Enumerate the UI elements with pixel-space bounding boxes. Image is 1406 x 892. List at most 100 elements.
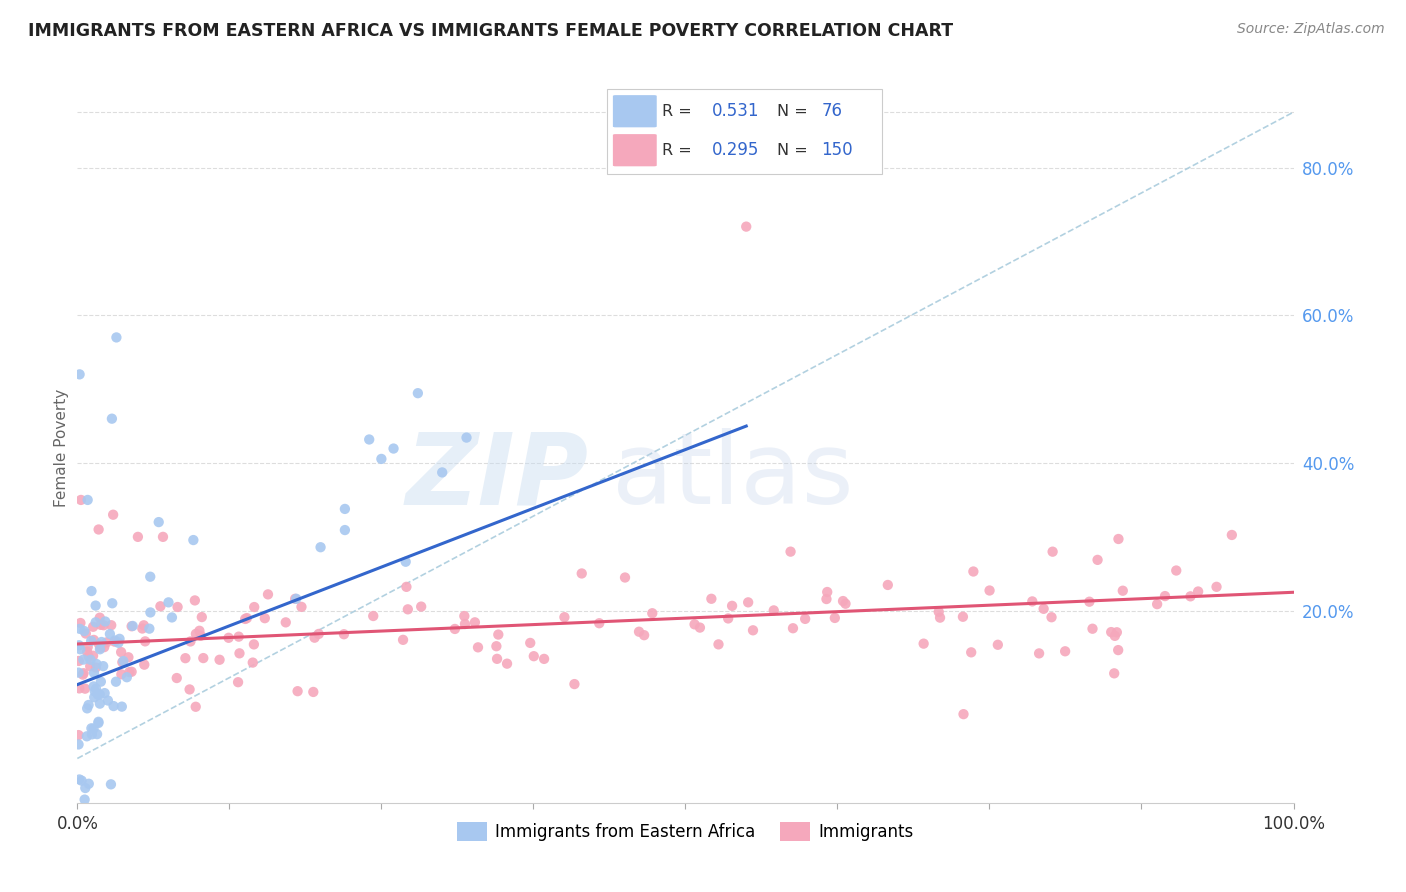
Point xyxy=(84,681,107,696)
Point xyxy=(1107,643,1129,657)
Point xyxy=(179,682,201,697)
Point xyxy=(735,219,758,234)
Point xyxy=(519,636,541,650)
Point xyxy=(815,592,838,607)
Point xyxy=(444,622,467,636)
Point xyxy=(76,645,98,659)
Point xyxy=(86,657,108,671)
Point xyxy=(721,599,744,613)
Point xyxy=(79,653,101,667)
Point xyxy=(84,599,107,613)
Point xyxy=(396,602,419,616)
Point xyxy=(979,583,1001,598)
Point xyxy=(77,777,100,791)
Point xyxy=(834,597,856,611)
Point xyxy=(395,580,418,594)
Point xyxy=(84,615,107,630)
Point xyxy=(464,615,486,630)
Point xyxy=(952,609,974,624)
Point xyxy=(430,466,453,480)
Point xyxy=(67,654,90,668)
Point xyxy=(93,686,115,700)
FancyBboxPatch shape xyxy=(607,89,882,174)
Point xyxy=(633,628,655,642)
Point xyxy=(89,688,111,702)
Point xyxy=(928,605,950,619)
Point xyxy=(762,603,785,617)
Point xyxy=(304,631,326,645)
Point xyxy=(876,578,898,592)
Point xyxy=(112,654,135,668)
Point xyxy=(87,638,110,652)
Point xyxy=(107,636,129,650)
Point xyxy=(76,729,98,743)
Point xyxy=(67,638,90,652)
Point xyxy=(243,600,266,615)
Point xyxy=(67,681,90,696)
Point xyxy=(90,617,112,632)
Point xyxy=(70,773,93,788)
Point xyxy=(80,721,103,735)
Point xyxy=(108,632,131,646)
Point xyxy=(72,666,94,681)
Point xyxy=(166,599,188,614)
Point xyxy=(69,622,91,636)
Point xyxy=(97,693,120,707)
Point xyxy=(84,660,107,674)
Point xyxy=(94,615,117,629)
Point xyxy=(138,622,160,636)
Point xyxy=(69,615,91,630)
Point xyxy=(1112,583,1135,598)
Point xyxy=(614,570,637,584)
Point xyxy=(139,606,162,620)
Point xyxy=(83,722,105,736)
Point xyxy=(193,651,215,665)
Point xyxy=(67,665,90,680)
Point xyxy=(72,667,94,681)
Point xyxy=(100,777,122,791)
Point xyxy=(110,645,132,659)
Point xyxy=(67,772,90,787)
Point xyxy=(127,530,149,544)
Point xyxy=(588,616,610,631)
Point xyxy=(77,698,100,712)
Point xyxy=(496,657,519,671)
Point xyxy=(83,632,105,647)
Text: N =: N = xyxy=(778,103,813,119)
Point xyxy=(242,656,264,670)
Point xyxy=(188,624,211,638)
Point xyxy=(75,780,97,795)
Point xyxy=(485,639,508,653)
Point xyxy=(929,610,952,624)
Point xyxy=(641,606,664,620)
Point xyxy=(284,591,307,606)
Point xyxy=(87,716,110,731)
Point xyxy=(302,685,325,699)
Point xyxy=(285,591,308,606)
Point xyxy=(359,433,381,447)
Point xyxy=(742,624,765,638)
Point xyxy=(361,609,384,624)
Point xyxy=(779,544,801,558)
Point xyxy=(82,620,104,634)
Legend: Immigrants from Eastern Africa, Immigrants: Immigrants from Eastern Africa, Immigran… xyxy=(450,815,921,847)
Point xyxy=(87,714,110,729)
Point xyxy=(90,674,112,689)
Point xyxy=(149,599,172,614)
Point xyxy=(70,492,93,507)
Point xyxy=(717,611,740,625)
Point xyxy=(121,619,143,633)
Point xyxy=(89,610,111,624)
Point xyxy=(700,591,723,606)
Point xyxy=(1154,589,1177,603)
Point xyxy=(912,637,935,651)
Text: 150: 150 xyxy=(821,141,853,159)
Point xyxy=(118,665,141,680)
Point xyxy=(395,555,418,569)
Point xyxy=(1087,553,1109,567)
Point xyxy=(96,635,118,649)
Point xyxy=(257,587,280,601)
Point xyxy=(1021,594,1043,608)
Point xyxy=(191,610,214,624)
Point xyxy=(80,634,103,648)
